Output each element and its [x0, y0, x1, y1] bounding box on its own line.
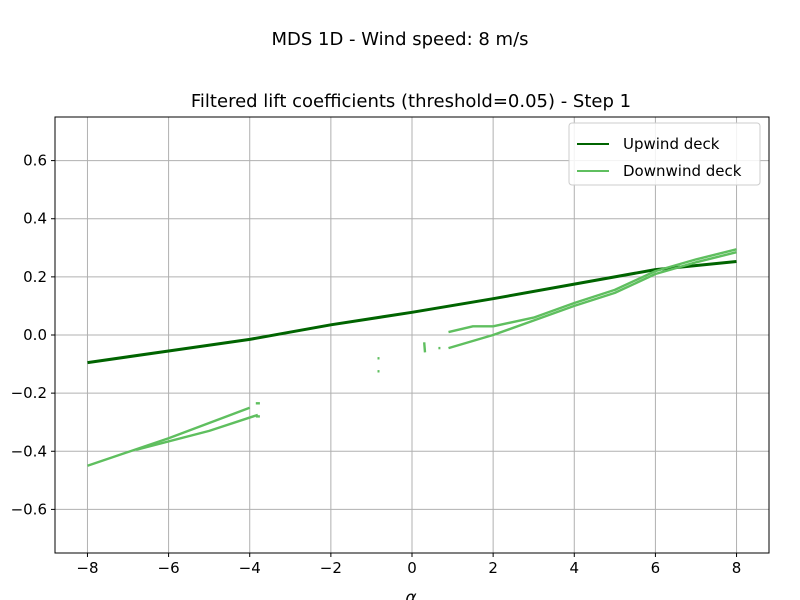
x-tick-label: −4 — [239, 559, 261, 577]
legend: Upwind deck Downwind deck — [568, 122, 761, 186]
legend-box — [568, 122, 761, 186]
series-line-segment — [87, 406, 251, 467]
x-axis-ticks: −8 −6 −4 −2 0 2 4 6 8 — [76, 553, 741, 577]
x-tick-label: −8 — [76, 559, 98, 577]
y-axis-ticks: −0.6 −0.4 −0.2 0.0 0.2 0.4 0.6 — [11, 152, 55, 518]
x-tick-label: 6 — [651, 559, 661, 577]
legend-label: Upwind deck — [623, 135, 720, 153]
series-line-segment — [448, 248, 737, 334]
series-line-segment — [423, 342, 427, 353]
series-line-segment — [87, 260, 737, 365]
series-line-segment — [135, 413, 259, 451]
chart-title: Filtered lift coefficients (threshold=0.… — [191, 91, 631, 112]
x-tick-label: −2 — [320, 559, 342, 577]
plot-series — [87, 248, 737, 467]
series-downwind-deck — [87, 248, 737, 467]
y-tick-label: 0.2 — [23, 268, 47, 286]
series-line-segment — [448, 251, 737, 350]
y-tick-label: 0.6 — [23, 152, 47, 170]
x-tick-label: −6 — [158, 559, 180, 577]
x-tick-label: 2 — [488, 559, 498, 577]
x-tick-label: 4 — [569, 559, 579, 577]
x-tick-label: 0 — [407, 559, 417, 577]
figure-suptitle: MDS 1D - Wind speed: 8 m/s — [271, 29, 528, 50]
y-tick-label: −0.6 — [11, 500, 47, 518]
series-upwind-deck — [87, 260, 737, 365]
y-tick-label: 0.0 — [23, 326, 47, 344]
y-tick-label: −0.4 — [11, 442, 47, 460]
y-tick-label: 0.4 — [23, 210, 47, 228]
legend-label: Downwind deck — [623, 162, 742, 180]
x-tick-label: 8 — [732, 559, 742, 577]
y-tick-label: −0.2 — [11, 384, 47, 402]
x-axis-label: α — [405, 588, 416, 600]
